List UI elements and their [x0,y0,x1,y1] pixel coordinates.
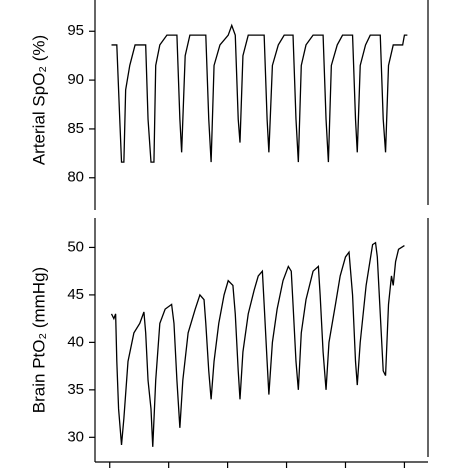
data-line [110,241,405,447]
y-tick-label: 85 [67,120,84,137]
y-tick-label: 80 [67,169,84,186]
y-tick-label: 45 [67,286,84,303]
y-axis-label: Brain PtO₂ (mmHg) [29,267,48,413]
y-tick-label: 95 [67,22,84,39]
y-tick-label: 35 [67,381,84,398]
y-tick-label: 50 [67,238,84,255]
data-line [111,23,408,163]
y-axis-label: Arterial SpO₂ (%) [29,35,48,165]
y-tick-label: 40 [67,333,84,350]
y-tick-label: 30 [67,428,84,445]
y-tick-label: 90 [67,71,84,88]
